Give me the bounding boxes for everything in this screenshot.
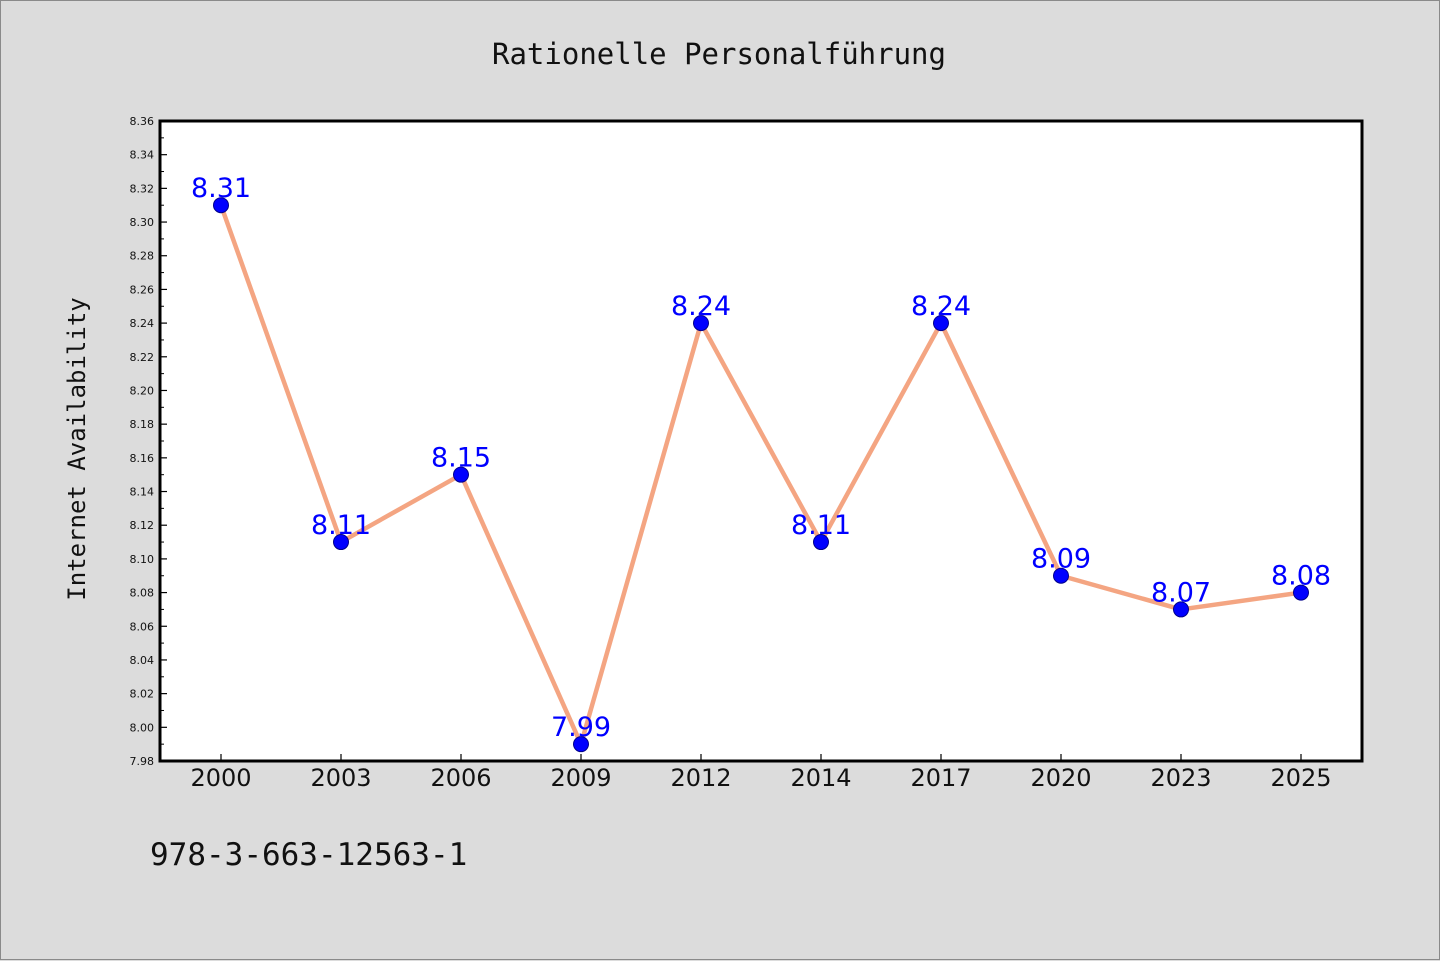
- x-tick-label: 2006: [430, 764, 491, 792]
- data-point: [693, 315, 709, 332]
- y-axis: 7.98 8.00 8.02 8.04 8.06 8.08 8.10 8.12 8.14 8.16…: [130, 115, 167, 768]
- y-tick-label: 8.26: [130, 283, 155, 296]
- plot-area: [158, 119, 1364, 763]
- y-tick-label: 8.00: [130, 721, 155, 734]
- y-tick-label: 8.22: [130, 351, 155, 364]
- y-tick-label: 8.34: [130, 149, 155, 162]
- data-point: [1293, 584, 1309, 601]
- data-label: 8.11: [311, 510, 371, 541]
- data-label: 8.11: [791, 510, 851, 541]
- y-tick-label: 7.98: [130, 755, 155, 768]
- data-label: 8.07: [1151, 577, 1211, 608]
- y-tick-label: 8.14: [130, 486, 155, 499]
- y-tick-label: 8.36: [130, 115, 155, 128]
- y-tick-label: 8.18: [130, 418, 155, 431]
- data-labels: 8.31 8.11 8.15 7.99 8.24 8.11 8.24 8.09 8.07 8.08: [191, 173, 1331, 743]
- x-tick-label: 2012: [670, 764, 731, 792]
- data-label: 8.24: [911, 291, 971, 322]
- data-point: [573, 736, 589, 753]
- data-point: [1173, 601, 1189, 618]
- y-tick-label: 8.02: [130, 688, 155, 701]
- y-tick-label: 8.24: [130, 317, 155, 330]
- y-tick-label: 8.06: [130, 620, 155, 633]
- x-tick-label: 2025: [1270, 764, 1331, 792]
- y-tick-label: 8.08: [130, 587, 155, 600]
- x-tick-label: 2017: [910, 764, 971, 792]
- data-label: 8.24: [671, 291, 731, 322]
- series-group: [218, 202, 1304, 747]
- y-tick-label: 8.10: [130, 553, 155, 566]
- data-label: 8.08: [1271, 561, 1331, 592]
- data-point: [1053, 567, 1069, 584]
- data-point: [333, 534, 349, 551]
- series-line: [218, 202, 1304, 747]
- data-label: 7.99: [551, 712, 611, 743]
- y-tick-label: 8.30: [130, 216, 155, 229]
- y-tick-label: 8.12: [130, 519, 155, 532]
- data-points: [213, 197, 1309, 753]
- x-tick-label: 2014: [790, 764, 851, 792]
- isbn-footnote: 978-3-663-12563-1: [150, 837, 467, 873]
- y-tick-label: 8.28: [130, 250, 155, 263]
- data-point: [453, 466, 469, 483]
- x-tick-label: 2009: [550, 764, 611, 792]
- x-tick-label: 2020: [1030, 764, 1091, 792]
- x-tick-label: 2000: [190, 764, 251, 792]
- x-tick-label: 2023: [1150, 764, 1211, 792]
- y-tick-label: 8.16: [130, 452, 155, 465]
- chart-title: Rationelle Personalführung: [492, 37, 946, 71]
- y-axis-label: Internet Availability: [63, 297, 91, 600]
- data-point: [213, 197, 229, 214]
- y-tick-label: 8.04: [130, 654, 155, 667]
- y-tick-label: 8.32: [130, 182, 155, 195]
- y-tick-label: 8.20: [130, 384, 155, 397]
- data-label: 8.09: [1031, 544, 1091, 575]
- x-tick-label: 2003: [310, 764, 371, 792]
- data-point: [813, 534, 829, 551]
- data-label: 8.15: [431, 443, 491, 474]
- x-axis: 2000 2003 2006 2009 2012 2014 2017 2020 2023 2025: [190, 754, 1332, 792]
- data-label: 8.31: [191, 173, 251, 204]
- data-point: [933, 315, 949, 332]
